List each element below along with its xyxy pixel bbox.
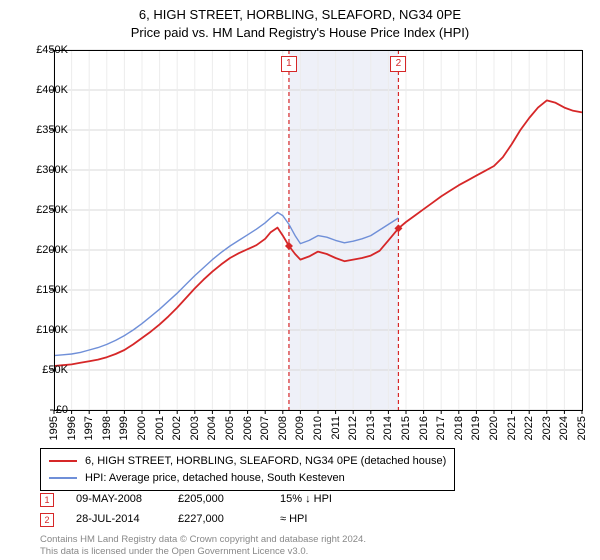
- legend-item: HPI: Average price, detached house, Sout…: [49, 470, 446, 487]
- y-tick-label: £100K: [36, 324, 68, 336]
- transaction-delta: 15% ↓ HPI: [280, 490, 360, 510]
- transactions-table: 1 09-MAY-2008 £205,000 15% ↓ HPI 2 28-JUL-201…: [40, 490, 360, 530]
- x-tick-label: 1997: [83, 416, 95, 440]
- x-tick-label: 2014: [382, 416, 394, 440]
- x-tick-label: 1998: [101, 416, 113, 440]
- y-tick-label: £300K: [36, 164, 68, 176]
- x-tick-label: 2003: [189, 416, 201, 440]
- legend-swatch: [49, 460, 77, 462]
- x-tick-label: 1996: [66, 416, 78, 440]
- x-tick-label: 2013: [365, 416, 377, 440]
- y-tick-label: £350K: [36, 124, 68, 136]
- chart-title: 6, HIGH STREET, HORBLING, SLEAFORD, NG34…: [0, 6, 600, 24]
- transaction-row: 2 28-JUL-2014 £227,000 ≈ HPI: [40, 510, 360, 530]
- x-tick-label: 2019: [470, 416, 482, 440]
- x-tick-label: 2008: [277, 416, 289, 440]
- attribution-line-2: This data is licensed under the Open Gov…: [40, 546, 366, 558]
- x-tick-label: 2002: [171, 416, 183, 440]
- x-tick-label: 1999: [118, 416, 130, 440]
- attribution: Contains HM Land Registry data © Crown c…: [40, 534, 366, 559]
- x-tick-label: 2016: [418, 416, 430, 440]
- legend-label: 6, HIGH STREET, HORBLING, SLEAFORD, NG34…: [85, 453, 446, 470]
- plot-border: [54, 50, 583, 411]
- title-block: 6, HIGH STREET, HORBLING, SLEAFORD, NG34…: [0, 0, 600, 42]
- x-tick-label: 2004: [206, 416, 218, 440]
- x-tick-label: 1995: [48, 416, 60, 440]
- transaction-row: 1 09-MAY-2008 £205,000 15% ↓ HPI: [40, 490, 360, 510]
- x-tick-label: 2000: [136, 416, 148, 440]
- y-tick-label: £200K: [36, 244, 68, 256]
- attribution-line-1: Contains HM Land Registry data © Crown c…: [40, 534, 366, 546]
- transaction-price: £227,000: [178, 510, 258, 530]
- legend-label: HPI: Average price, detached house, Sout…: [85, 470, 345, 487]
- sale-marker: 1: [281, 56, 297, 72]
- x-tick-label: 2012: [347, 416, 359, 440]
- x-tick-label: 2024: [558, 416, 570, 440]
- legend: 6, HIGH STREET, HORBLING, SLEAFORD, NG34…: [40, 448, 455, 491]
- x-tick-label: 2011: [330, 416, 342, 440]
- transaction-date: 09-MAY-2008: [76, 490, 156, 510]
- transaction-marker: 2: [40, 513, 54, 527]
- y-tick-label: £450K: [36, 44, 68, 56]
- x-tick-label: 2020: [488, 416, 500, 440]
- x-tick-label: 2001: [154, 416, 166, 440]
- chart-area: [54, 50, 582, 410]
- legend-item: 6, HIGH STREET, HORBLING, SLEAFORD, NG34…: [49, 453, 446, 470]
- y-tick-label: £50K: [42, 364, 68, 376]
- sale-marker: 2: [390, 56, 406, 72]
- x-tick-label: 2022: [523, 416, 535, 440]
- x-tick-label: 2006: [242, 416, 254, 440]
- x-tick-label: 2007: [259, 416, 271, 440]
- transaction-delta: ≈ HPI: [280, 510, 360, 530]
- x-tick-label: 2025: [576, 416, 588, 440]
- y-tick-label: £400K: [36, 84, 68, 96]
- x-tick-label: 2005: [224, 416, 236, 440]
- transaction-price: £205,000: [178, 490, 258, 510]
- y-tick-label: £250K: [36, 204, 68, 216]
- x-tick-label: 2023: [541, 416, 553, 440]
- y-tick-label: £0: [56, 404, 68, 416]
- x-tick-label: 2018: [453, 416, 465, 440]
- y-tick-label: £150K: [36, 284, 68, 296]
- x-tick-label: 2017: [435, 416, 447, 440]
- x-tick-label: 2021: [506, 416, 518, 440]
- x-tick-label: 2015: [400, 416, 412, 440]
- chart-container: 6, HIGH STREET, HORBLING, SLEAFORD, NG34…: [0, 0, 600, 560]
- transaction-date: 28-JUL-2014: [76, 510, 156, 530]
- x-tick-label: 2009: [294, 416, 306, 440]
- legend-swatch: [49, 477, 77, 479]
- x-tick-label: 2010: [312, 416, 324, 440]
- chart-subtitle: Price paid vs. HM Land Registry's House …: [0, 24, 600, 42]
- transaction-marker: 1: [40, 493, 54, 507]
